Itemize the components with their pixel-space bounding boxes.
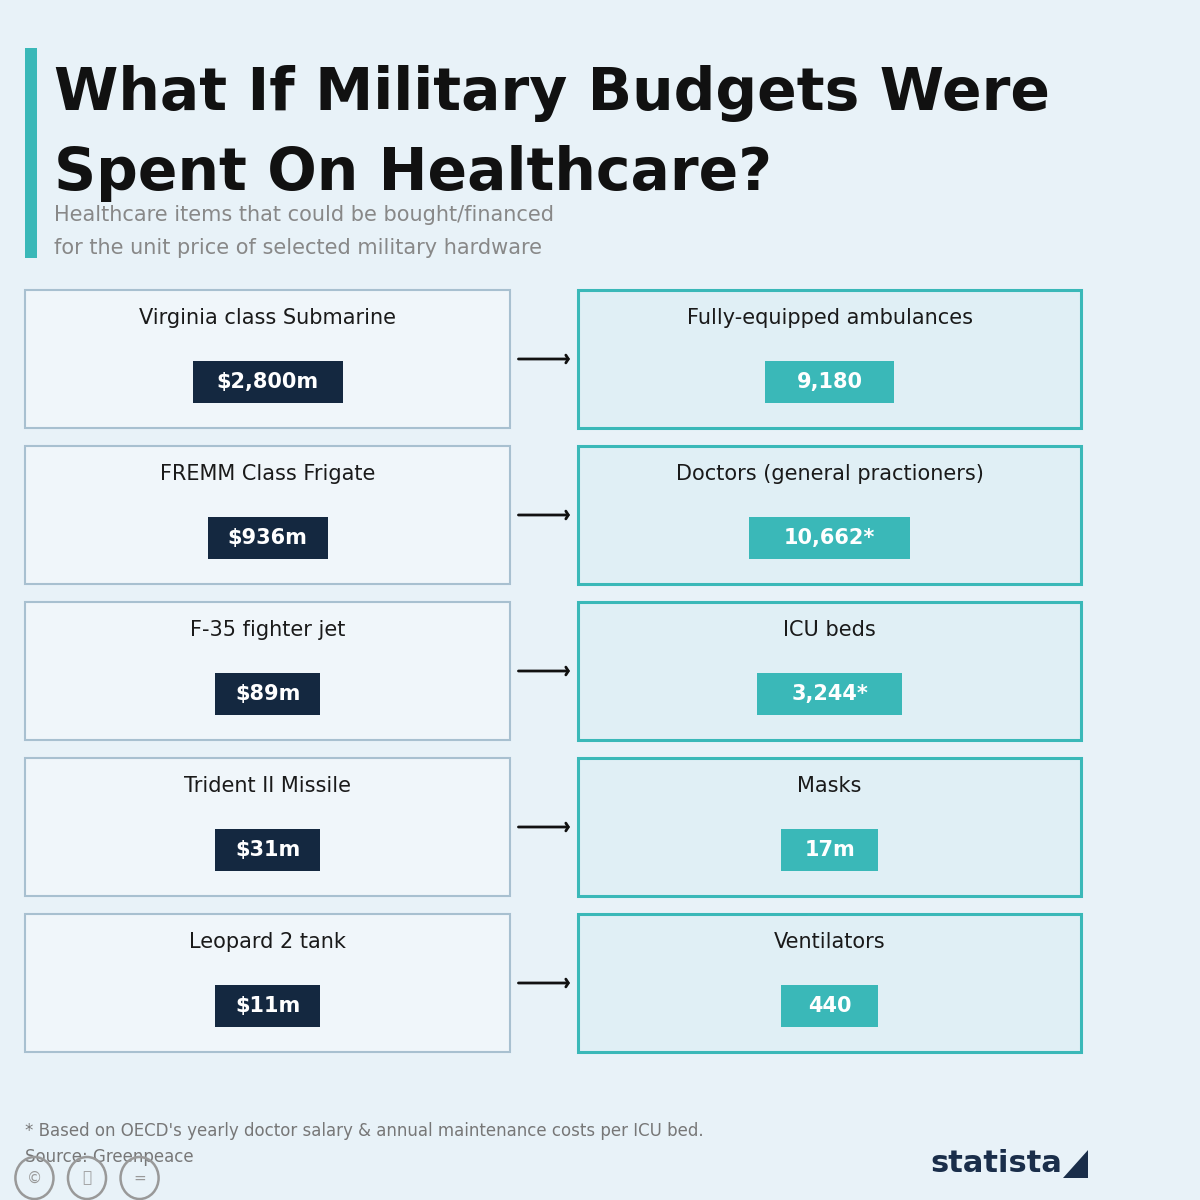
FancyBboxPatch shape — [25, 758, 510, 896]
Text: $2,800m: $2,800m — [217, 372, 319, 392]
FancyBboxPatch shape — [193, 361, 343, 403]
Text: Healthcare items that could be bought/financed: Healthcare items that could be bought/fi… — [54, 205, 554, 226]
FancyBboxPatch shape — [25, 602, 510, 740]
FancyBboxPatch shape — [25, 914, 510, 1052]
Text: $11m: $11m — [235, 996, 300, 1016]
Text: What If Military Budgets Were: What If Military Budgets Were — [54, 65, 1050, 122]
Text: Doctors (general practioners): Doctors (general practioners) — [676, 464, 984, 484]
Text: * Based on OECD's yearly doctor salary & annual maintenance costs per ICU bed.: * Based on OECD's yearly doctor salary &… — [25, 1122, 704, 1140]
FancyBboxPatch shape — [25, 48, 37, 258]
Polygon shape — [1063, 1140, 1098, 1178]
Text: =: = — [133, 1170, 146, 1186]
Text: ICU beds: ICU beds — [784, 620, 876, 640]
FancyBboxPatch shape — [215, 985, 320, 1027]
Text: $89m: $89m — [235, 684, 300, 704]
FancyBboxPatch shape — [25, 446, 510, 584]
Text: 17m: 17m — [804, 840, 856, 860]
Text: Trident II Missile: Trident II Missile — [185, 776, 352, 796]
FancyBboxPatch shape — [578, 446, 1081, 584]
FancyBboxPatch shape — [766, 361, 894, 403]
FancyBboxPatch shape — [781, 985, 878, 1027]
Text: $31m: $31m — [235, 840, 300, 860]
FancyBboxPatch shape — [578, 914, 1081, 1052]
FancyBboxPatch shape — [215, 673, 320, 715]
FancyBboxPatch shape — [781, 829, 878, 871]
Text: for the unit price of selected military hardware: for the unit price of selected military … — [54, 238, 542, 258]
Text: FREMM Class Frigate: FREMM Class Frigate — [160, 464, 376, 484]
Text: Virginia class Submarine: Virginia class Submarine — [139, 308, 396, 328]
Text: Spent On Healthcare?: Spent On Healthcare? — [54, 145, 773, 202]
Text: F-35 fighter jet: F-35 fighter jet — [190, 620, 346, 640]
Text: 440: 440 — [808, 996, 852, 1016]
Text: Leopard 2 tank: Leopard 2 tank — [190, 932, 347, 952]
Text: ©: © — [26, 1170, 42, 1186]
Text: Fully-equipped ambulances: Fully-equipped ambulances — [686, 308, 973, 328]
Text: 10,662*: 10,662* — [784, 528, 875, 548]
Text: Masks: Masks — [798, 776, 862, 796]
FancyBboxPatch shape — [215, 829, 320, 871]
Text: 3,244*: 3,244* — [791, 684, 868, 704]
FancyBboxPatch shape — [578, 758, 1081, 896]
FancyBboxPatch shape — [757, 673, 902, 715]
Text: ⓘ: ⓘ — [83, 1170, 91, 1186]
FancyBboxPatch shape — [25, 290, 510, 428]
Text: Source: Greenpeace: Source: Greenpeace — [25, 1148, 194, 1166]
Text: 9,180: 9,180 — [797, 372, 863, 392]
Text: $936m: $936m — [228, 528, 307, 548]
FancyBboxPatch shape — [749, 517, 910, 559]
FancyBboxPatch shape — [578, 290, 1081, 428]
FancyBboxPatch shape — [578, 602, 1081, 740]
Text: statista: statista — [930, 1150, 1062, 1178]
Text: Ventilators: Ventilators — [774, 932, 886, 952]
FancyBboxPatch shape — [208, 517, 328, 559]
